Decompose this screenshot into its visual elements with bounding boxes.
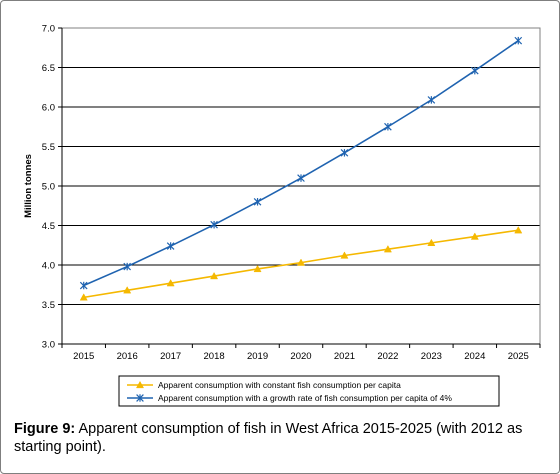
figure-caption: Figure 9: Apparent consumption of fish i… xyxy=(14,420,550,456)
triangle-marker xyxy=(427,238,436,247)
line-chart: 3.0 3.5 4.0 4.5 5.0 5.5 6.0 6.5 7.0 2015 2016 2017 2… xyxy=(23,24,541,407)
y-tick-label: 3.0 xyxy=(42,340,55,351)
triangle-marker xyxy=(383,245,392,253)
star-marker xyxy=(297,174,305,182)
series-line xyxy=(83,39,519,287)
star-marker xyxy=(340,148,349,157)
triangle-marker xyxy=(340,251,349,259)
star-marker xyxy=(384,122,392,131)
legend-item: Apparent consumption with constant fish … xyxy=(127,380,401,390)
y-tick-label: 5.0 xyxy=(42,182,55,193)
axes: 3.0 3.5 4.0 4.5 5.0 5.5 6.0 6.5 7.0 2015 2016 2017 2… xyxy=(42,24,541,362)
star-marker xyxy=(210,220,218,229)
x-tick-label: 2023 xyxy=(421,351,442,362)
star-marker xyxy=(79,281,88,290)
y-tick-label: 4.5 xyxy=(42,221,55,232)
star-marker xyxy=(470,66,479,75)
triangle-marker xyxy=(470,232,479,240)
triangle-marker xyxy=(514,226,523,234)
x-tick-label: 2015 xyxy=(73,351,94,362)
x-tick-label: 2017 xyxy=(160,351,181,362)
y-tick-label: 3.5 xyxy=(42,300,55,311)
legend-box xyxy=(118,375,500,407)
series-2 xyxy=(79,36,523,290)
x-tick-label: 2018 xyxy=(204,351,225,362)
y-tick-label: 6.0 xyxy=(42,103,55,114)
star-marker xyxy=(136,394,144,402)
triangle-marker xyxy=(296,258,306,266)
x-tick-label: 2024 xyxy=(464,351,485,362)
y-axis-title: Million tonnes xyxy=(23,154,34,218)
triangle-marker xyxy=(253,264,262,273)
triangle-marker xyxy=(166,279,175,287)
figure-caption-text: Apparent consumption of fish in West Afr… xyxy=(14,421,523,455)
star-marker xyxy=(514,36,523,45)
x-tick-label: 2019 xyxy=(247,351,268,362)
gridlines xyxy=(62,27,540,305)
star-marker xyxy=(253,197,262,206)
y-tick-label: 7.0 xyxy=(42,24,55,35)
legend: Apparent consumption with constant fish … xyxy=(118,375,500,407)
x-tick-label: 2021 xyxy=(334,351,355,362)
x-tick-label: 2016 xyxy=(117,351,138,362)
y-tick-label: 6.5 xyxy=(42,63,55,74)
series xyxy=(79,36,523,301)
figure-label: Figure 9: xyxy=(14,421,76,437)
x-tick-label: 2022 xyxy=(377,351,398,362)
triangle-marker xyxy=(123,286,132,294)
star-marker xyxy=(166,242,175,250)
x-tick-label: 2020 xyxy=(290,351,311,362)
legend-label: Apparent consumption with constant fish … xyxy=(158,380,401,390)
y-tick-label: 4.0 xyxy=(42,261,55,272)
star-marker xyxy=(123,262,132,271)
y-tick-label: 5.5 xyxy=(42,142,55,153)
triangle-marker xyxy=(210,271,219,280)
star-marker xyxy=(427,96,436,104)
triangle-marker xyxy=(79,293,88,301)
series-1 xyxy=(79,226,523,301)
triangle-marker xyxy=(135,380,145,389)
legend-label: Apparent consumption with a growth rate … xyxy=(158,393,452,403)
x-tick-label: 2025 xyxy=(508,351,529,362)
legend-item: Apparent consumption with a growth rate … xyxy=(127,393,452,403)
